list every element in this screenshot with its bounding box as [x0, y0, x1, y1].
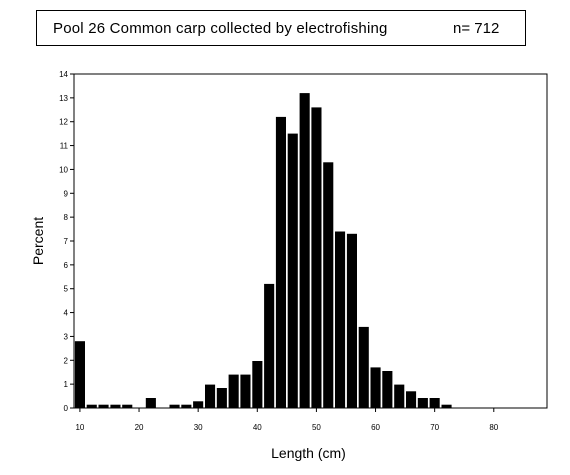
bar-length-70 — [429, 398, 440, 408]
x-tick-label: 10 — [75, 423, 84, 432]
bar-length-18 — [122, 404, 133, 408]
y-tick-label: 13 — [59, 94, 68, 103]
y-tick-label: 0 — [64, 404, 69, 413]
y-tick-label: 8 — [64, 213, 69, 222]
bar-length-58 — [358, 326, 369, 408]
x-tick-label: 30 — [194, 423, 203, 432]
bar-length-48 — [299, 93, 310, 408]
bar-length-50 — [311, 107, 322, 409]
bar-length-12 — [86, 404, 97, 408]
bar-length-42 — [264, 283, 275, 408]
bar-length-34 — [216, 388, 227, 408]
x-tick-label: 20 — [135, 423, 144, 432]
y-tick-label: 6 — [64, 261, 69, 270]
y-tick-label: 11 — [60, 142, 69, 151]
y-tick-label: 3 — [64, 332, 69, 341]
y-tick-label: 10 — [59, 165, 68, 174]
x-tick-label: 50 — [312, 423, 321, 432]
y-tick-label: 5 — [64, 285, 69, 294]
y-tick-label: 2 — [64, 356, 69, 365]
bar-length-52 — [323, 162, 334, 408]
bar-length-22 — [145, 398, 156, 408]
bar-length-54 — [335, 231, 346, 408]
chart-title: Pool 26 Common carp collected by electro… — [53, 19, 388, 37]
bar-length-14 — [98, 404, 109, 408]
bar-length-68 — [417, 398, 428, 408]
bar-length-32 — [205, 384, 216, 408]
bar-length-10 — [74, 341, 85, 408]
x-tick-label: 60 — [371, 423, 380, 432]
x-tick-label: 70 — [430, 423, 439, 432]
bar-length-40 — [252, 361, 263, 408]
bar-length-62 — [382, 371, 393, 408]
x-tick-label: 80 — [489, 423, 498, 432]
y-tick-label: 14 — [59, 70, 68, 79]
y-tick-label: 4 — [64, 309, 69, 318]
chart-title-box: Pool 26 Common carp collected by electro… — [36, 10, 526, 46]
y-axis-label: Percent — [30, 217, 46, 265]
bar-length-38 — [240, 374, 251, 408]
bar-length-26 — [169, 404, 180, 408]
bar-length-36 — [228, 374, 239, 408]
y-tick-label: 9 — [64, 189, 69, 198]
x-tick-label: 40 — [253, 423, 262, 432]
bar-length-64 — [394, 384, 405, 408]
y-tick-label: 12 — [59, 118, 68, 127]
bar-length-56 — [346, 233, 357, 408]
bar-length-72 — [441, 404, 452, 408]
bar-length-30 — [193, 401, 204, 408]
bar-group — [74, 93, 452, 409]
y-tick-label: 7 — [64, 237, 69, 246]
y-tick-label: 1 — [64, 380, 69, 389]
bar-length-46 — [287, 133, 298, 408]
plot-frame — [73, 73, 548, 409]
sample-size-label: n= 712 — [453, 19, 500, 37]
bar-length-44 — [275, 116, 286, 409]
bar-length-28 — [181, 404, 192, 408]
x-axis-label: Length (cm) — [271, 445, 346, 461]
bar-length-60 — [370, 367, 381, 408]
bar-length-66 — [406, 391, 417, 408]
bar-length-16 — [110, 404, 121, 408]
x-axis-ticks: 10 20 30 40 50 60 70 80 — [75, 408, 499, 432]
